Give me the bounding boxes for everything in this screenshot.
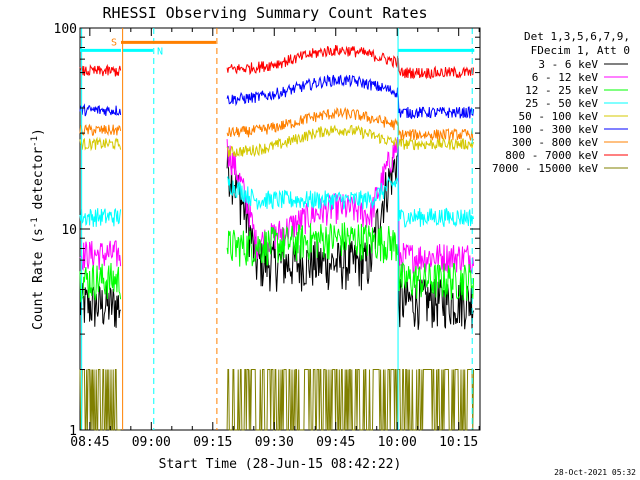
y-tick-label: 1	[69, 424, 77, 439]
y-axis-label-suffix: detector	[31, 147, 46, 218]
x-tick-label: 10:15	[439, 435, 478, 450]
x-axis-label: Start Time (28-Jun-15 08:42:22)	[159, 457, 402, 472]
series-line-segment	[226, 222, 474, 301]
series-line-segment	[226, 45, 474, 80]
legend-entry-label: 12 - 25 keV	[525, 84, 598, 97]
y-axis-label: Count Rate (s-1 detector-1)	[30, 128, 46, 330]
x-tick-label: 09:30	[255, 435, 294, 450]
legend-entry-label: 800 - 7000 keV	[505, 149, 598, 162]
x-tick-label: 09:15	[193, 435, 232, 450]
legend-header-line-2: FDecim 1, Att 0	[531, 44, 630, 57]
series-100-300kev	[79, 74, 474, 120]
series-line-segment	[226, 369, 474, 431]
series-7000-15000kev	[79, 369, 474, 431]
series-12-25kev	[79, 222, 474, 303]
series-300-800kev	[79, 106, 474, 142]
legend-header-line-1: Det 1,3,5,6,7,9,	[524, 30, 630, 43]
saa-label: S	[111, 37, 117, 48]
series-line-segment	[226, 106, 474, 142]
y-axis-label-sup-1: -1	[30, 217, 40, 228]
series-line-segment	[226, 175, 474, 228]
legend-entry-label: 50 - 100 keV	[519, 110, 599, 123]
series-line-segment	[79, 240, 122, 271]
axes-layer: 1 10 100 08:45 09:00 09:15 09:30 09:45 10:00 10:1…	[54, 22, 480, 450]
series-line-segment	[79, 123, 122, 137]
y-axis-label-end: )	[31, 128, 46, 136]
series-line-segment	[79, 136, 122, 152]
series-line-segment	[226, 124, 474, 158]
legend-entry-label: 25 - 50 keV	[525, 97, 598, 110]
series-layer	[79, 45, 474, 431]
series-50-100kev	[79, 124, 474, 158]
series-line-segment	[79, 282, 121, 328]
y-tick-label: 100	[54, 22, 77, 37]
legend-entry-label: 7000 - 15000 keV	[492, 162, 598, 175]
legend-entry-label: 100 - 300 keV	[512, 123, 598, 136]
y-tick-label: 10	[61, 223, 77, 238]
night-label: N	[157, 46, 163, 57]
series-line-segment	[226, 74, 474, 120]
legend-entry-label: 6 - 12 keV	[532, 71, 599, 84]
series-line-segment	[79, 103, 122, 117]
y-axis-label-sup-2: -1	[30, 136, 40, 147]
x-tick-label: 09:00	[132, 435, 171, 450]
legend-entry-label: 3 - 6 keV	[538, 58, 598, 71]
x-tick-label: 10:00	[378, 435, 417, 450]
y-axis-label-prefix: Count Rate (s	[31, 228, 46, 330]
series-800-7000kev	[79, 45, 474, 80]
x-tick-label: 09:45	[316, 435, 355, 450]
legend-entry-label: 300 - 800 keV	[512, 136, 598, 149]
series-25-50kev	[79, 175, 474, 228]
series-line-segment	[79, 63, 122, 77]
chart-title: RHESSI Observing Summary Count Rates	[102, 4, 427, 22]
footer-date: 28-Oct-2021 05:32	[554, 468, 636, 477]
x-tick-label: 08:45	[70, 435, 109, 450]
series-line-segment	[79, 369, 121, 431]
legend: Det 1,3,5,6,7,9, FDecim 1, Att 0 3 - 6 k…	[492, 30, 630, 175]
series-line-segment	[79, 262, 122, 303]
series-line-segment	[79, 207, 122, 227]
